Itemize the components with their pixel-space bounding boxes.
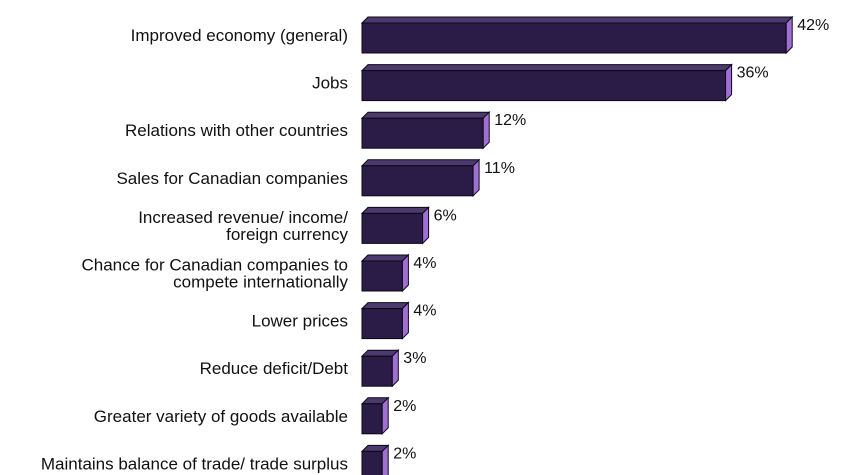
bar-top-face <box>360 302 410 310</box>
category-label: Reduce deficit/Debt <box>200 359 349 378</box>
category-label-line: compete internationally <box>173 273 348 292</box>
bar <box>360 253 410 293</box>
bar-front-face <box>361 117 484 149</box>
value-label: 4% <box>413 255 436 272</box>
category-label-line: Maintains balance of trade/ trade surplu… <box>41 454 348 473</box>
bar-front-face <box>361 22 787 54</box>
bar-side-face <box>785 15 793 55</box>
bar-top-face <box>360 16 794 24</box>
value-label: 6% <box>434 207 457 224</box>
category-label: Improved economy (general) <box>131 26 348 45</box>
bar <box>360 110 491 150</box>
category-label: Relations with other countries <box>125 121 348 140</box>
value-label: 12% <box>494 112 526 129</box>
category-label: Lower prices <box>252 312 348 331</box>
bar-side-face <box>391 348 399 388</box>
bar-side-face <box>401 301 409 340</box>
category-label-line: Chance for Canadian companies to <box>82 256 349 275</box>
bar-side-face <box>725 63 733 102</box>
bar-top-face <box>360 159 481 167</box>
category-label: Chance for Canadian companies to compete … <box>82 256 349 292</box>
bar <box>360 206 430 245</box>
bar-top-face <box>360 254 410 262</box>
bar-side-face <box>472 158 480 198</box>
value-labels-group: 42% 36% 12% 11% 6% 4% 4% 3% 2% 2% <box>393 17 829 462</box>
value-label: 42% <box>797 17 829 34</box>
bar-top-face <box>360 64 733 72</box>
category-label-line: Improved economy (general) <box>131 26 348 45</box>
bar-front-face <box>361 403 383 435</box>
category-label-line: Greater variety of goods available <box>94 407 348 426</box>
bars-group <box>360 15 794 475</box>
bar <box>360 396 390 436</box>
category-label-line: Sales for Canadian companies <box>116 169 348 188</box>
bar-front-face <box>361 308 403 340</box>
bar <box>360 301 410 340</box>
category-label: Increased revenue/ income/foreign curren… <box>138 208 348 244</box>
value-label: 3% <box>403 350 426 367</box>
bar <box>360 63 733 102</box>
bar-side-face <box>482 110 490 150</box>
category-label: Jobs <box>312 74 348 93</box>
bar <box>360 158 481 198</box>
bar-front-face <box>361 70 727 102</box>
bar-side-face <box>422 206 430 245</box>
value-label: 11% <box>484 160 515 177</box>
category-label-line: Reduce deficit/Debt <box>200 359 349 378</box>
bar-front-face <box>361 260 403 292</box>
bar-top-face <box>360 111 491 119</box>
bar <box>360 348 400 388</box>
bar-front-face <box>361 212 424 244</box>
bar-side-face <box>381 444 389 475</box>
category-label: Maintains balance of trade/ trade surplu… <box>41 454 348 473</box>
bar <box>360 444 390 475</box>
category-label-line: Relations with other countries <box>125 121 348 140</box>
value-label: 2% <box>393 398 416 415</box>
category-label: Greater variety of goods available <box>94 407 348 426</box>
category-label-line: Increased revenue/ income/ <box>138 208 348 227</box>
value-label: 2% <box>393 445 416 462</box>
bar-side-face <box>401 253 409 293</box>
bar-side-face <box>381 396 389 436</box>
category-label-line: foreign currency <box>226 225 348 244</box>
category-label-line: Lower prices <box>252 312 348 331</box>
bar-front-face <box>361 165 474 197</box>
bar-top-face <box>360 206 430 214</box>
value-label: 36% <box>737 65 769 82</box>
bar <box>360 15 794 55</box>
category-label: Sales for Canadian companies <box>116 169 348 188</box>
value-label: 4% <box>413 303 436 320</box>
category-labels-group: Improved economy (general) Jobs Relations … <box>41 26 349 473</box>
bar-front-face <box>361 450 383 475</box>
category-label-line: Jobs <box>312 74 348 93</box>
bar-front-face <box>361 355 393 387</box>
